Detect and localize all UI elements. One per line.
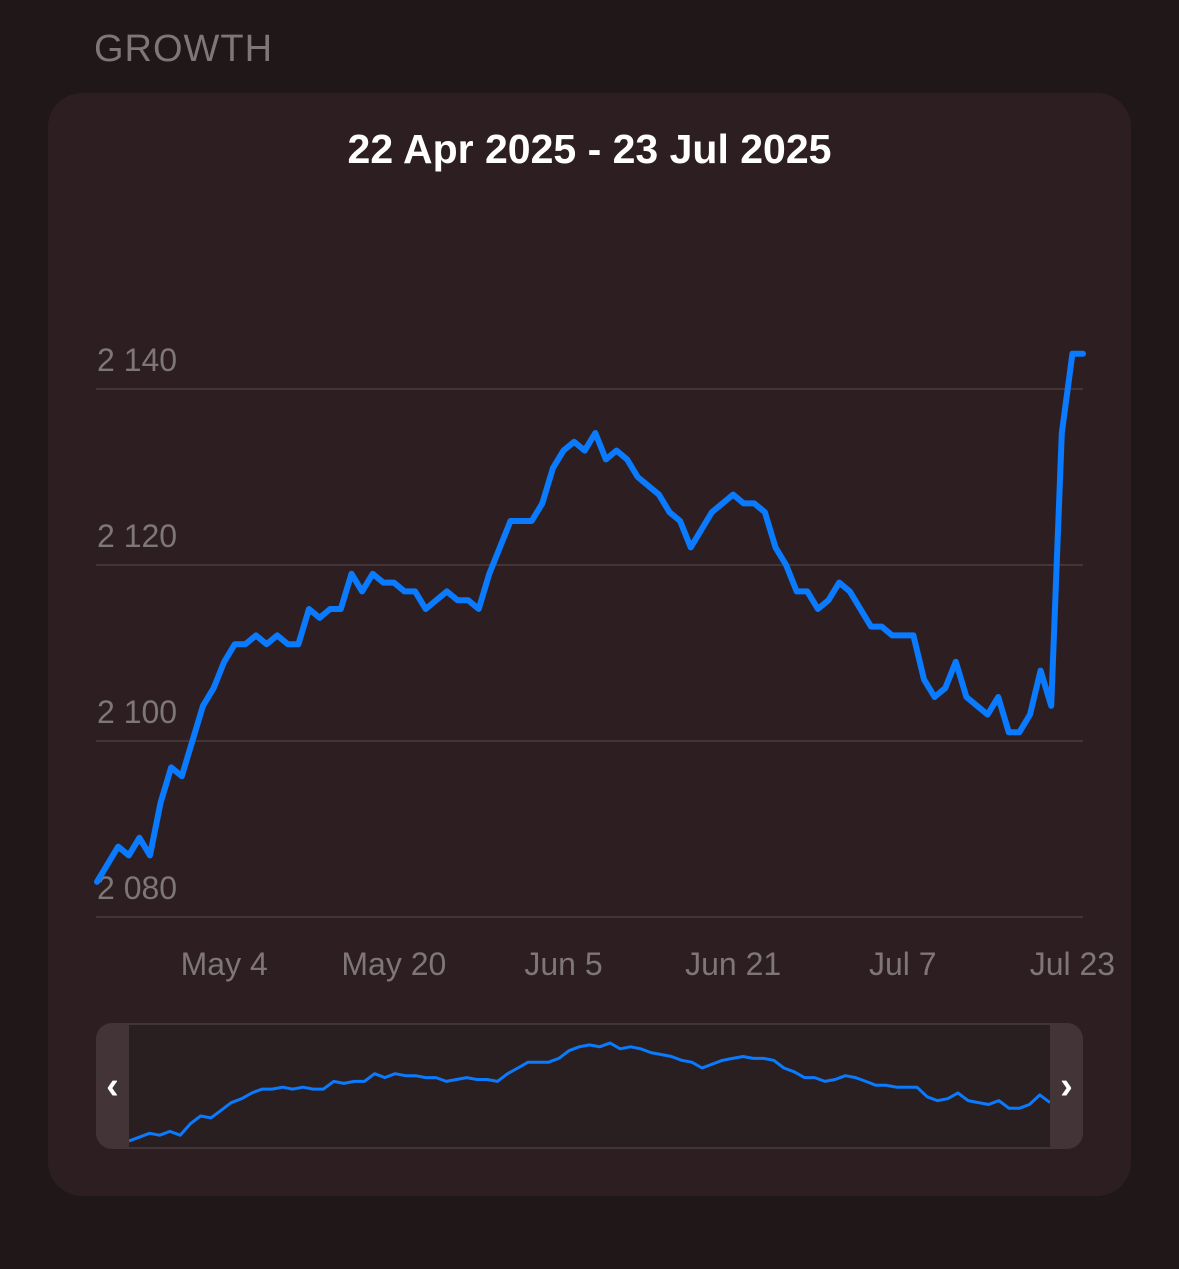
x-tick-label: Jun 21 (685, 946, 781, 982)
range-navigator[interactable]: ‹ › (96, 1023, 1083, 1149)
chart-card (48, 93, 1131, 1196)
series-line[interactable] (94, 350, 1086, 885)
navigator-selection-frame[interactable] (129, 1023, 1050, 1149)
x-tick-label: May 20 (341, 946, 446, 982)
chevron-left-icon[interactable]: ‹ (96, 1023, 129, 1149)
section-title: GROWTH (94, 28, 274, 70)
navigator-mini-chart (128, 1041, 1051, 1143)
navigator-series-line (128, 1041, 1051, 1143)
x-tick-label: May 4 (181, 946, 268, 982)
date-range-title: 22 Apr 2025 - 23 Jul 2025 (347, 126, 832, 172)
x-tick-label: Jun 5 (524, 946, 602, 982)
x-tick-label: Jul 23 (1030, 946, 1115, 982)
x-tick-label: Jul 7 (869, 946, 937, 982)
y-tick-label: 2 140 (97, 342, 177, 378)
y-tick-label: 2 080 (97, 870, 177, 906)
chevron-right-icon[interactable]: › (1050, 1023, 1083, 1149)
y-tick-label: 2 100 (97, 694, 177, 730)
y-tick-label: 2 120 (97, 518, 177, 554)
